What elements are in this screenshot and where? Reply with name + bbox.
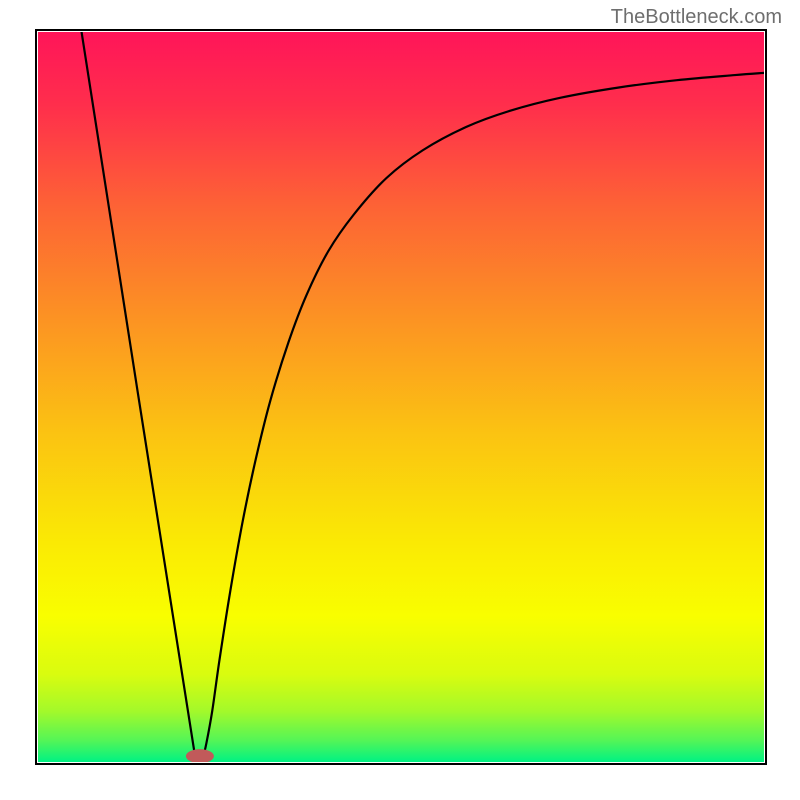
minimum-marker	[186, 749, 214, 763]
chart-svg	[0, 0, 800, 800]
chart-container	[0, 0, 800, 800]
gradient-background	[38, 32, 764, 762]
